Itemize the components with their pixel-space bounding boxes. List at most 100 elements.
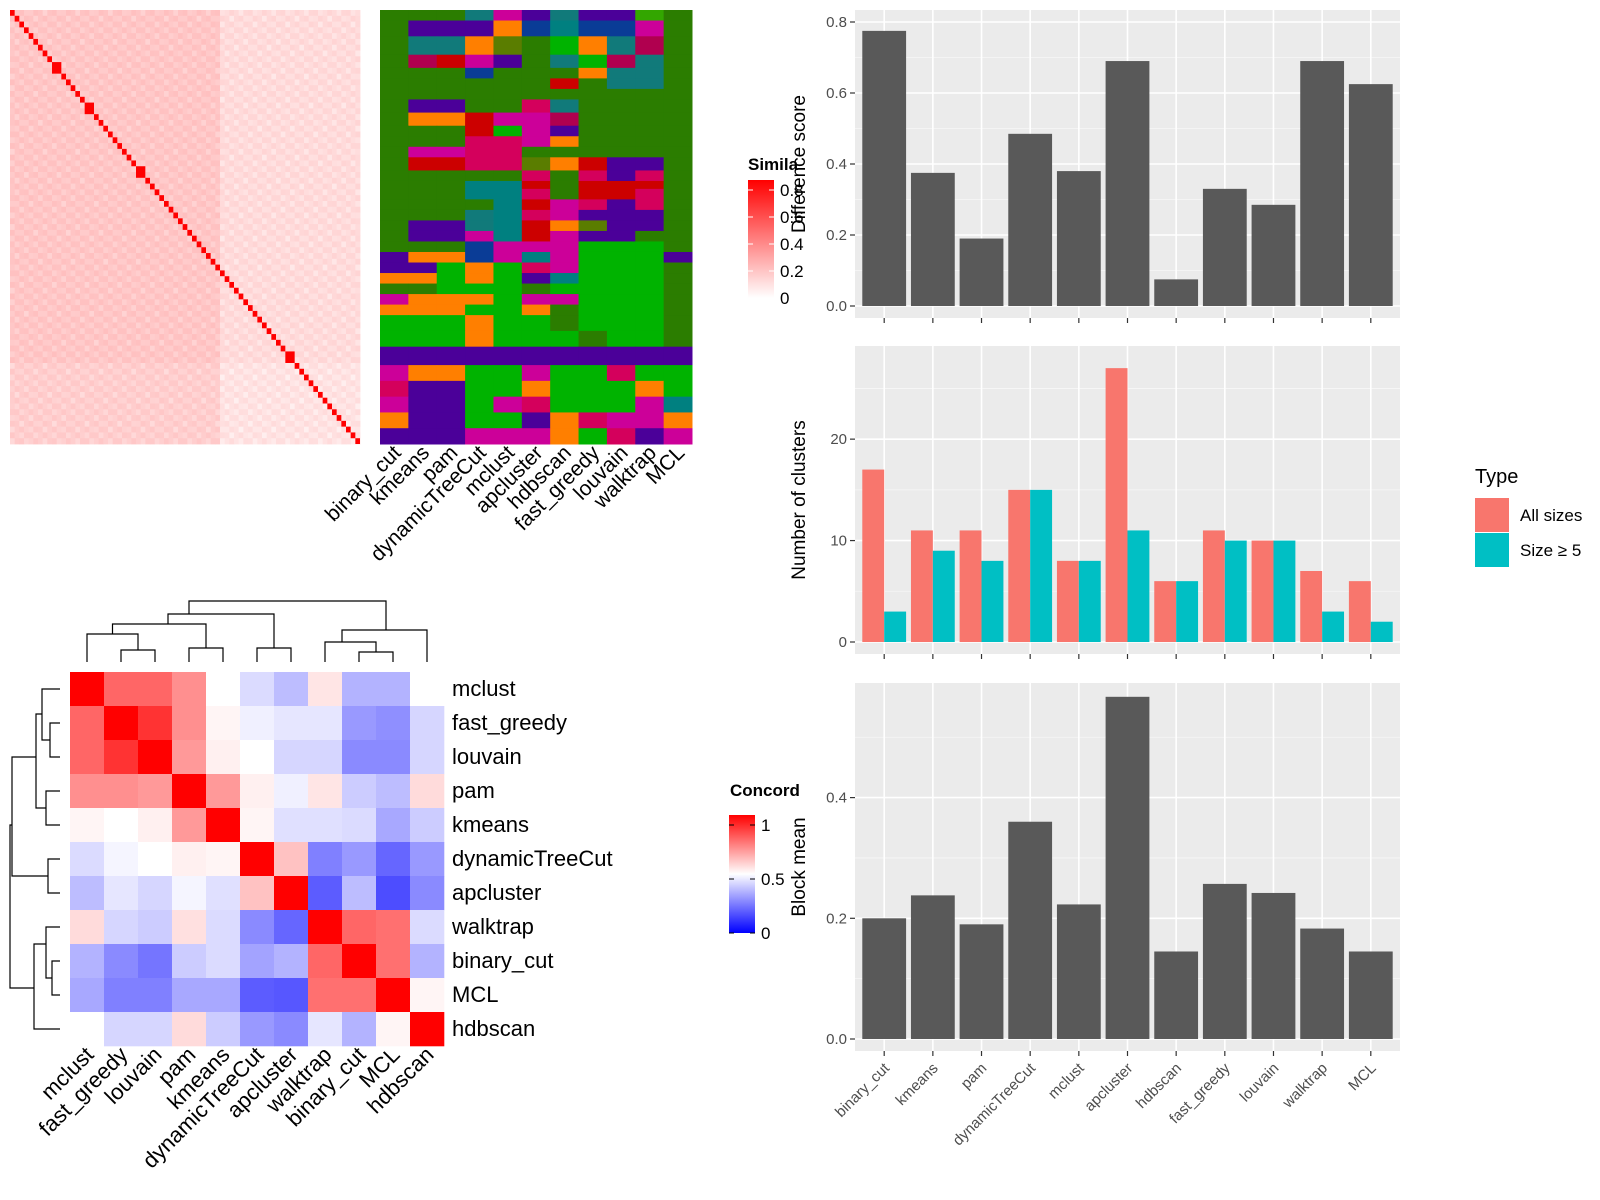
similarity-cell: [224, 79, 230, 86]
similarity-cell: [318, 386, 324, 393]
similarity-cell: [131, 247, 137, 254]
similarity-cell: [290, 386, 296, 393]
similarity-cell: [47, 334, 53, 341]
similarity-cell: [210, 368, 216, 375]
similarity-cell: [164, 206, 170, 213]
similarity-cell: [257, 166, 263, 173]
similarity-cell: [131, 270, 137, 277]
similarity-cell: [327, 79, 333, 86]
similarity-cell: [322, 276, 328, 283]
similarity-cell: [192, 386, 198, 393]
similarity-cell: [308, 85, 314, 92]
similarity-cell: [80, 50, 86, 57]
similarity-cell: [327, 21, 333, 28]
similarity-cell: [173, 287, 179, 294]
similarity-cell: [313, 154, 319, 161]
similarity-cell: [122, 224, 128, 231]
similarity-cell: [98, 229, 104, 237]
similarity-cell: [61, 339, 67, 347]
similarity-cell: [243, 195, 249, 202]
similarity-cell: [187, 316, 193, 323]
similarity-cell: [70, 362, 76, 370]
similarity-cell: [243, 345, 249, 352]
similarity-cell: [154, 362, 160, 370]
similarity-cell: [243, 137, 249, 144]
similarity-cell: [173, 310, 179, 318]
similarity-cell: [56, 293, 62, 300]
similarity-cell: [336, 56, 342, 63]
similarity-cell: [150, 368, 156, 375]
similarity-cell: [304, 281, 310, 289]
similarity-cell: [98, 293, 104, 300]
similarity-cell: [299, 328, 305, 335]
similarity-cell: [108, 50, 114, 57]
similarity-cell: [327, 44, 333, 51]
similarity-cell: [262, 212, 268, 219]
similarity-cell: [332, 305, 338, 312]
similarity-cell: [42, 96, 48, 103]
similarity-cell: [42, 299, 48, 306]
similarity-cell: [136, 91, 142, 98]
similarity-cell: [84, 339, 90, 347]
similarity-cell: [159, 276, 165, 283]
similarity-cell: [178, 73, 184, 80]
similarity-cell: [168, 391, 174, 399]
similarity-cell: [84, 119, 90, 127]
similarity-cell: [140, 21, 146, 28]
similarity-cell: [14, 183, 20, 190]
similarity-cell: [313, 270, 319, 277]
similarity-cell: [322, 328, 328, 335]
similarity-cell: [248, 241, 254, 248]
similarity-cell: [75, 143, 81, 150]
similarity-cell: [145, 293, 151, 300]
similarity-cell: [103, 102, 109, 109]
similarity-cell: [210, 137, 216, 144]
similarity-cell: [313, 62, 319, 69]
similarity-cell: [234, 91, 240, 98]
similarity-cell: [322, 108, 328, 115]
similarity-cell: [136, 44, 142, 51]
similarity-cell: [332, 148, 338, 156]
similarity-cell: [318, 154, 324, 161]
similarity-cell: [19, 125, 25, 132]
similarity-cell: [304, 33, 310, 40]
similarity-cell: [276, 322, 282, 329]
similarity-cell: [89, 391, 95, 399]
similarity-cell: [280, 114, 286, 121]
similarity-cell: [327, 189, 333, 196]
similarity-cell: [280, 67, 286, 75]
similarity-cell: [304, 10, 310, 17]
similarity-cell: [103, 281, 109, 289]
similarity-cell: [159, 351, 165, 358]
similarity-cell: [220, 206, 226, 213]
similarity-cell: [150, 73, 156, 80]
similarity-cell: [98, 212, 104, 219]
similarity-cell: [322, 206, 328, 213]
similarity-cell: [262, 21, 268, 28]
similarity-cell: [42, 293, 48, 300]
similarity-cell: [346, 287, 352, 294]
similarity-cell: [224, 206, 230, 213]
similarity-cell: [75, 148, 81, 156]
similarity-cell: [299, 386, 305, 393]
similarity-cell: [173, 114, 179, 121]
similarity-cell: [80, 21, 86, 28]
similarity-cell: [243, 148, 249, 156]
similarity-cell: [150, 374, 156, 381]
similarity-cell: [215, 322, 221, 329]
similarity-cell: [290, 293, 296, 300]
similarity-cell: [327, 247, 333, 254]
similarity-cell: [290, 310, 296, 318]
similarity-cell: [80, 305, 86, 312]
similarity-cell: [98, 281, 104, 289]
similarity-cell: [145, 137, 151, 144]
similarity-cell: [285, 172, 291, 179]
similarity-cell: [126, 206, 132, 213]
similarity-cell: [66, 357, 72, 364]
similarity-cell: [168, 79, 174, 86]
similarity-cell: [168, 328, 174, 335]
similarity-cell: [271, 235, 277, 242]
similarity-cell: [271, 160, 277, 167]
similarity-cell: [234, 27, 240, 34]
similarity-cell: [308, 137, 314, 144]
